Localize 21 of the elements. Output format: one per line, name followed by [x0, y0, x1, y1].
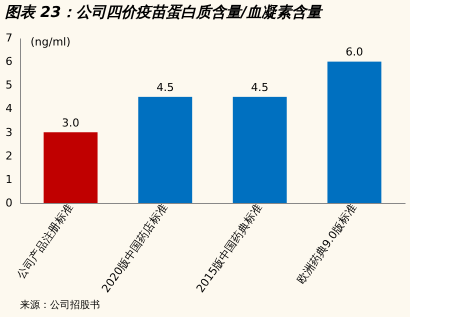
bar: [232, 96, 287, 203]
x-tick-label: 欧洲药典9.0版标准: [294, 201, 360, 286]
x-tick-label: 公司产品注册标准: [14, 201, 76, 282]
chart-title: 图表 23：公司四价疫苗蛋白质含量/血凝素含量: [5, 3, 324, 21]
y-tick-label: 4: [6, 102, 12, 116]
data-label: 3.0: [62, 116, 80, 130]
y-axis-title: (ng/ml): [30, 36, 71, 48]
y-tick-label: 5: [6, 78, 12, 92]
y-tick-label: 0: [6, 196, 12, 210]
data-label: 4.5: [251, 80, 269, 94]
bar: [44, 132, 98, 203]
y-tick-label: 2: [6, 149, 12, 162]
y-tick-label: 6: [6, 55, 12, 68]
bar: [138, 96, 192, 203]
y-tick-label: 7: [6, 32, 12, 44]
y-tick-label: 3: [6, 126, 12, 139]
data-label: 4.5: [156, 80, 174, 94]
data-label: 6.0: [346, 46, 364, 59]
source-note: 来源：公司招股书: [20, 299, 100, 311]
bar: [327, 62, 382, 203]
y-tick-label: 1: [6, 172, 12, 186]
